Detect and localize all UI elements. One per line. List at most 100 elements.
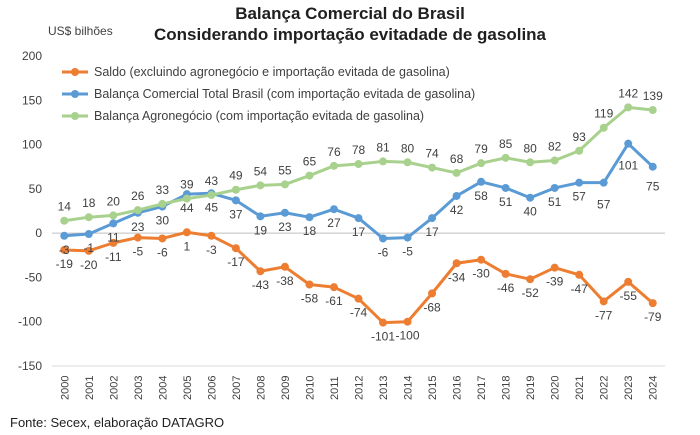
data-point [280, 180, 289, 189]
data-label: -38 [276, 274, 294, 288]
data-label: 42 [450, 203, 464, 217]
x-tick-label: 2016 [452, 376, 464, 400]
data-point [403, 317, 412, 326]
data-label: 119 [594, 107, 613, 121]
data-point [477, 255, 486, 264]
data-point [624, 139, 633, 148]
data-label: 49 [229, 169, 243, 183]
data-point [599, 297, 608, 306]
data-label: 17 [352, 225, 366, 239]
data-label: 20 [107, 194, 121, 208]
data-point [575, 270, 584, 279]
data-label: -100 [396, 329, 420, 343]
data-label: 82 [548, 140, 562, 154]
data-label: -6 [157, 245, 168, 259]
data-point [109, 211, 118, 220]
data-point [329, 283, 338, 292]
data-label: -5 [132, 245, 143, 259]
data-point [109, 219, 118, 228]
data-label: 33 [156, 183, 170, 197]
data-label: 43 [205, 174, 219, 188]
data-label: 139 [643, 89, 663, 103]
chart-title: Balança Comercial do Brasil [235, 4, 465, 23]
x-tick-label: 2008 [255, 376, 267, 400]
y-axis-label: US$ bilhões [48, 24, 113, 38]
data-label: 79 [474, 142, 488, 156]
data-point [428, 214, 437, 223]
data-point [477, 159, 486, 168]
data-point [501, 153, 510, 162]
x-tick-label: 2022 [599, 376, 611, 400]
y-tick-label: 150 [22, 93, 42, 107]
x-tick-label: 2003 [133, 376, 145, 400]
data-label: -39 [546, 275, 564, 289]
data-point [207, 231, 216, 240]
data-point [280, 262, 289, 271]
data-label: 45 [205, 200, 219, 214]
data-point [379, 318, 388, 327]
data-point [354, 294, 363, 303]
data-label: 26 [131, 189, 145, 203]
data-point [109, 238, 118, 247]
x-tick-label: 2024 [648, 376, 660, 400]
data-label: -1 [83, 241, 94, 255]
data-point [305, 280, 314, 289]
data-label: 30 [156, 214, 170, 228]
data-point [379, 157, 388, 166]
data-point [575, 178, 584, 187]
data-point [575, 146, 584, 155]
data-point [648, 162, 657, 171]
data-label: 57 [573, 190, 587, 204]
data-point [84, 213, 93, 222]
data-point [133, 206, 142, 215]
data-label: 44 [180, 201, 194, 215]
data-label: 1 [184, 239, 191, 253]
data-point [231, 185, 240, 194]
data-label: 27 [327, 216, 341, 230]
x-tick-label: 2019 [525, 376, 537, 400]
data-point [477, 177, 486, 186]
data-point [452, 259, 461, 268]
data-point [182, 194, 191, 203]
data-point [648, 106, 657, 115]
data-label: 93 [573, 130, 587, 144]
data-label: -30 [472, 267, 490, 281]
x-tick-label: 2014 [403, 376, 415, 400]
data-point [84, 246, 93, 255]
x-tick-label: 2000 [59, 376, 71, 400]
x-tick-label: 2023 [623, 376, 635, 400]
data-label: 40 [523, 205, 537, 219]
x-tick-label: 2011 [329, 376, 341, 400]
data-label: 23 [278, 220, 292, 234]
data-label: 11 [107, 230, 120, 244]
data-label: -43 [252, 278, 270, 292]
data-point [452, 168, 461, 177]
data-point [599, 178, 608, 187]
data-label: 17 [425, 225, 439, 239]
data-label: -52 [521, 286, 539, 300]
data-point [501, 183, 510, 192]
data-point [60, 231, 69, 240]
x-tick-label: 2002 [108, 376, 120, 400]
data-point [158, 199, 167, 208]
data-label: 78 [352, 143, 366, 157]
data-label: 51 [548, 195, 562, 209]
data-point [305, 171, 314, 180]
data-label: -5 [402, 245, 413, 259]
x-tick-label: 2017 [476, 376, 488, 400]
legend-marker [71, 68, 79, 76]
data-point [428, 163, 437, 172]
x-tick-label: 2012 [354, 376, 366, 400]
data-label: -77 [595, 308, 613, 322]
data-label: 80 [523, 141, 537, 155]
x-tick-label: 2021 [574, 376, 586, 400]
data-label: 75 [646, 180, 660, 194]
data-label: -74 [350, 306, 368, 320]
data-label: -19 [56, 257, 74, 271]
data-label: 14 [58, 200, 72, 214]
data-point [526, 275, 535, 284]
data-label: -20 [80, 258, 98, 272]
x-tick-label: 2010 [304, 376, 316, 400]
x-tick-label: 2020 [550, 376, 562, 400]
data-point [329, 161, 338, 170]
